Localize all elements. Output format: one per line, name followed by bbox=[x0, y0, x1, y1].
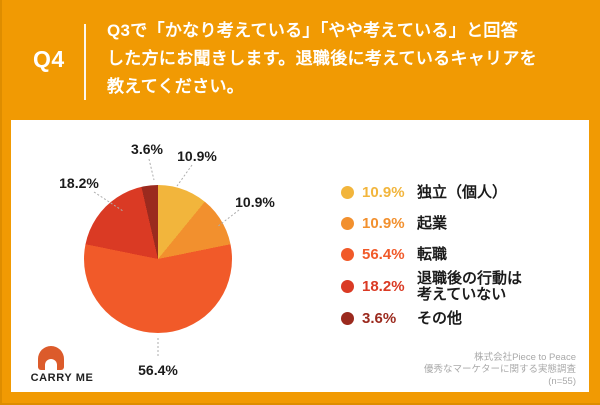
question-number: Q4 bbox=[33, 46, 65, 72]
source-line-n: (n=55) bbox=[548, 376, 576, 387]
pie-value-label-sonota: 3.6% bbox=[131, 141, 163, 157]
header-divider bbox=[84, 24, 86, 100]
legend-dot-icon bbox=[341, 186, 354, 199]
legend-dot-icon bbox=[341, 217, 354, 230]
legend-row-sonota: 3.6% その他 bbox=[341, 303, 522, 334]
carry-me-logo-text: CARRY ME bbox=[30, 372, 94, 384]
source-line-company: 株式会社Piece to Peace bbox=[474, 352, 576, 363]
pie-chart bbox=[84, 185, 232, 333]
legend-row-taishoku: 18.2% 退職後の行動は 考えていない bbox=[341, 270, 522, 303]
legend-dot-icon bbox=[341, 280, 354, 293]
pie-value-label-taishoku: 18.2% bbox=[59, 175, 99, 191]
legend-dot-icon bbox=[341, 312, 354, 325]
legend-label: その他 bbox=[417, 309, 463, 327]
source-line-title: 優秀なマーケターに関する実態調査 bbox=[423, 364, 576, 375]
legend-pct: 56.4% bbox=[362, 246, 405, 263]
legend-row-tenshoku: 56.4% 転職 bbox=[341, 239, 522, 270]
legend-row-dokuritsu: 10.9% 独立（個人） bbox=[341, 177, 522, 208]
legend-pct: 18.2% bbox=[362, 278, 405, 295]
legend-dot-icon bbox=[341, 248, 354, 261]
legend-label: 起業 bbox=[417, 214, 448, 232]
legend-row-kigyo: 10.9% 起業 bbox=[341, 208, 522, 239]
question-text: Q3で「かなり考えている」「やや考えている」と回答 した方にお聞きします。退職後… bbox=[107, 17, 587, 101]
question-line-2: した方にお聞きします。退職後に考えているキャリアを bbox=[107, 49, 537, 68]
question-line-3: 教えてください。 bbox=[107, 77, 245, 96]
survey-source: 株式会社Piece to Peace 優秀なマーケターに関する実態調査 (n=5… bbox=[424, 352, 576, 388]
legend-pct: 3.6% bbox=[362, 310, 397, 327]
carry-me-logo-icon bbox=[38, 346, 64, 370]
legend: 10.9% 独立（個人） 10.9% 起業 56.4% 転職 18.2% 退職後… bbox=[341, 177, 522, 334]
carry-me-logo: CARRY ME bbox=[22, 346, 102, 390]
question-line-1: Q3で「かなり考えている」「やや考えている」と回答 bbox=[107, 21, 518, 40]
legend-label: 転職 bbox=[417, 245, 448, 263]
legend-label: 独立（個人） bbox=[417, 183, 508, 201]
chart-card: 3.6% 10.9% 10.9% 18.2% 56.4% 10.9% 独立（個人… bbox=[11, 120, 589, 392]
question-header: Q4 Q3で「かなり考えている」「やや考えている」と回答 した方にお聞きします。… bbox=[0, 0, 600, 120]
pie-value-label-kigyo: 10.9% bbox=[235, 194, 275, 210]
pie-value-label-dokuritsu: 10.9% bbox=[177, 148, 217, 164]
legend-label: 退職後の行動は 考えていない bbox=[417, 269, 523, 303]
legend-pct: 10.9% bbox=[362, 215, 405, 232]
legend-pct: 10.9% bbox=[362, 184, 405, 201]
pie-value-label-tenshoku: 56.4% bbox=[138, 362, 178, 378]
